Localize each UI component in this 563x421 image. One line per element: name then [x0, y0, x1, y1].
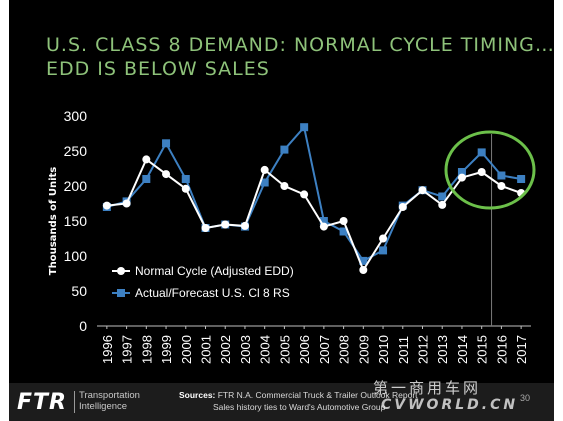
x-tick-label: 2008 [337, 335, 352, 364]
data-point-actual-forecast [181, 175, 190, 183]
line-chart: 0 50 100 150 200 250 300 Thousands of Units 1996… [48, 108, 536, 364]
logo-subtitle-line-1: Transportation [79, 390, 140, 401]
legend-label-actual-forecast: Actual/Forecast U.S. Cl 8 RS [135, 286, 290, 300]
x-tick-label: 2015 [475, 335, 490, 364]
data-point-normal-cycle [339, 217, 348, 225]
x-tick-label: 2010 [376, 335, 391, 364]
data-point-normal-cycle [359, 266, 368, 274]
data-point-normal-cycle [477, 168, 486, 176]
x-tick-label: 2009 [356, 335, 371, 364]
legend-marker-normal-cycle [117, 267, 125, 275]
sources-line-1: Sources: FTR N.A. Commercial Truck & Tra… [179, 390, 418, 400]
y-tick-label: 300 [64, 108, 88, 124]
x-tick-label: 1999 [159, 335, 174, 364]
x-tick-label: 1998 [139, 335, 154, 364]
x-tick-label: 2017 [514, 335, 529, 364]
data-point-normal-cycle [162, 170, 171, 179]
data-point-actual-forecast [477, 148, 486, 157]
watermark-chinese: 第一商用车网 [373, 379, 482, 397]
data-point-actual-forecast [359, 256, 368, 265]
logo-divider [74, 391, 75, 413]
data-point-normal-cycle [260, 165, 269, 174]
data-point-normal-cycle [457, 173, 466, 182]
data-point-actual-forecast [438, 192, 447, 201]
data-point-actual-forecast [457, 168, 466, 176]
data-point-normal-cycle [221, 220, 230, 229]
data-point-normal-cycle [418, 186, 427, 195]
sources-line-2: Sales history ties to Ward's Automotive … [213, 402, 386, 412]
slide-title-line-2: EDD IS BELOW SALES [46, 58, 270, 80]
data-point-normal-cycle [201, 224, 210, 232]
ftr-logo: FTR [17, 390, 67, 415]
data-point-actual-forecast [339, 227, 348, 236]
slide: U.S. CLASS 8 DEMAND: NORMAL CYCLE TIMING… [9, 0, 554, 421]
series-line-actual-forecast [106, 125, 522, 263]
sources-text: FTR N.A. Commercial Truck & Trailer Outl… [215, 390, 418, 400]
x-tick-label: 1996 [100, 335, 115, 364]
y-tick-label: 0 [79, 318, 87, 334]
data-point-normal-cycle [300, 190, 309, 199]
legend-marker-actual-forecast [117, 289, 125, 297]
data-point-actual-forecast [162, 139, 171, 148]
data-point-normal-cycle [122, 199, 131, 208]
x-tick-label: 2000 [179, 335, 194, 364]
data-point-actual-forecast [379, 246, 388, 255]
data-point-actual-forecast [300, 123, 309, 132]
y-tick-label: 250 [64, 143, 88, 159]
data-point-normal-cycle [102, 201, 111, 210]
data-point-actual-forecast [280, 145, 289, 154]
x-tick-label: 2006 [297, 335, 312, 364]
x-tick-label: 2003 [238, 335, 253, 364]
x-tick-label: 1997 [120, 335, 135, 364]
x-tick-label: 2014 [455, 335, 470, 364]
page-number: 30 [520, 393, 531, 403]
x-tick-label: 2004 [258, 335, 273, 364]
x-tick-label: 2011 [396, 336, 411, 364]
y-tick-label: 150 [64, 213, 88, 229]
data-point-normal-cycle [280, 182, 289, 190]
y-tick-label: 50 [71, 283, 87, 299]
logo-subtitle-line-2: Intelligence [79, 401, 128, 412]
data-point-normal-cycle [379, 234, 388, 243]
data-point-normal-cycle [181, 184, 190, 193]
data-point-normal-cycle [497, 182, 506, 190]
y-tick-label: 200 [64, 178, 88, 194]
x-tick-label: 2007 [317, 335, 332, 364]
data-point-normal-cycle [142, 155, 151, 164]
y-axis-label: Thousands of Units [48, 167, 59, 275]
data-point-normal-cycle [319, 222, 328, 231]
data-point-normal-cycle [438, 200, 447, 209]
x-tick-label: 2013 [435, 335, 450, 364]
sources-label: Sources: [179, 390, 216, 400]
data-point-normal-cycle [398, 203, 407, 211]
legend-label-normal-cycle: Normal Cycle (Adjusted EDD) [135, 264, 294, 278]
data-point-actual-forecast [319, 217, 328, 225]
x-tick-label: 2005 [277, 335, 292, 364]
highlight-circle [444, 130, 536, 210]
x-tick-label: 2012 [416, 335, 431, 364]
data-point-actual-forecast [260, 178, 269, 187]
slide-title-line-1: U.S. CLASS 8 DEMAND: NORMAL CYCLE TIMING… [46, 34, 554, 56]
x-tick-label: 2016 [494, 335, 509, 364]
data-point-normal-cycle [240, 221, 249, 230]
data-point-actual-forecast [497, 171, 506, 180]
data-point-actual-forecast [142, 175, 151, 183]
footer-bar [9, 383, 554, 421]
watermark-domain: CVWORLD.CN [381, 397, 519, 413]
data-point-actual-forecast [517, 175, 526, 183]
x-tick-label: 2001 [199, 335, 214, 364]
x-tick-label: 2002 [218, 335, 233, 364]
y-tick-label: 100 [64, 248, 88, 264]
